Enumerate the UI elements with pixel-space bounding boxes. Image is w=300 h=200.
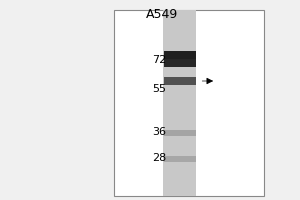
Bar (114, 10, 264, 196)
Text: 28: 28 (152, 153, 167, 163)
Text: 36: 36 (152, 127, 167, 137)
Bar (164, 59, 196, 67)
Bar (164, 10, 196, 196)
Bar (164, 77, 196, 85)
Bar (164, 51, 196, 59)
Bar (164, 130, 196, 136)
Text: A549: A549 (146, 7, 178, 21)
Text: 55: 55 (152, 84, 167, 94)
Bar (164, 156, 196, 162)
Text: 72: 72 (152, 55, 167, 65)
